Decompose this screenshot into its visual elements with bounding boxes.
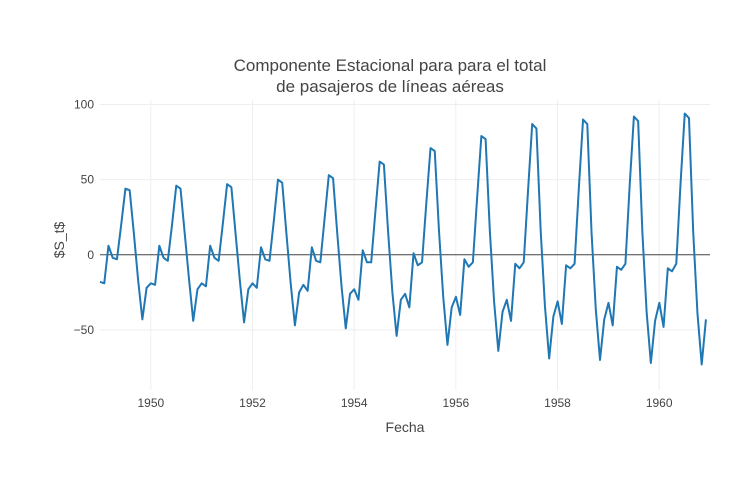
x-tick-label: 1960 xyxy=(646,396,673,410)
chart-title-line-2: de pasajeros de líneas aéreas xyxy=(276,77,504,96)
x-tick-label: 1954 xyxy=(341,396,368,410)
chart-title-line-1: Componente Estacional para para el total xyxy=(234,56,547,75)
y-tick-label: −50 xyxy=(74,323,95,337)
y-gridlines xyxy=(100,104,710,331)
y-tick-label: 100 xyxy=(74,98,94,112)
y-tick-label: 50 xyxy=(81,173,95,187)
x-tick-label: 1950 xyxy=(137,396,164,410)
x-gridlines xyxy=(150,100,660,390)
y-axis-title: $S_t$ xyxy=(51,221,67,258)
x-tick-label: 1952 xyxy=(239,396,266,410)
seasonal-series-line xyxy=(99,112,707,366)
x-axis-title: Fecha xyxy=(386,419,425,435)
x-tick-label: 1956 xyxy=(442,396,469,410)
y-tick-labels: −50 0 50 100 xyxy=(74,98,95,337)
x-tick-label: 1958 xyxy=(544,396,571,410)
y-tick-label: 0 xyxy=(87,248,94,262)
x-tick-labels: 1950 1952 1954 1956 1958 1960 xyxy=(137,396,672,410)
